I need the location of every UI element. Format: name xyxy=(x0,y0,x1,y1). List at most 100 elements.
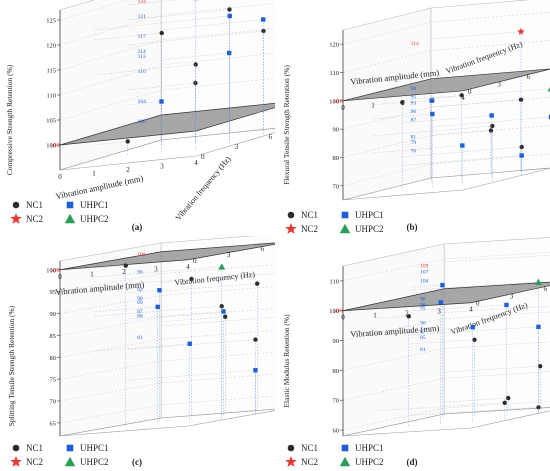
marker-uhpc1 xyxy=(504,302,509,308)
legend-uhpc1-label: UHPC1 xyxy=(80,200,109,210)
guide-line xyxy=(376,316,409,319)
point-value-label: 124 xyxy=(138,0,147,5)
marker-nc1 xyxy=(472,337,477,342)
point-value-label: 98 xyxy=(411,86,417,92)
plane-label: 100 xyxy=(50,267,60,274)
point-value-label: 121 xyxy=(138,14,147,20)
marker-nc1 xyxy=(261,28,266,34)
marker-uhpc1 xyxy=(470,325,475,330)
side-wall xyxy=(59,242,162,437)
guide-line xyxy=(430,116,550,128)
marker-nc1 xyxy=(189,276,194,282)
y-tick-label: 0 xyxy=(201,153,205,161)
legend-uhpc2-marker xyxy=(339,456,351,467)
marker-nc1 xyxy=(193,62,198,67)
z-gridline xyxy=(59,395,275,424)
z-tick-label: 70 xyxy=(50,399,57,406)
guide-line xyxy=(127,370,256,381)
z-tick-label: 120 xyxy=(46,43,56,50)
marker-nc2 xyxy=(517,27,525,35)
guide-line xyxy=(410,284,443,288)
guide-line xyxy=(376,402,505,411)
panel-label: (d) xyxy=(407,457,418,467)
x-tick-label: 1 xyxy=(92,170,96,178)
guide-line xyxy=(161,19,264,31)
legend: NC1 UHPC1 NC2 UHPC2 xyxy=(285,443,384,467)
z-tick-label: 90 xyxy=(333,338,340,345)
marker-uhpc1 xyxy=(489,113,494,118)
z-tick-label: 110 xyxy=(46,93,56,100)
z-tick-label: 105 xyxy=(46,118,56,125)
z-tick-label: 65 xyxy=(50,420,57,427)
z-gridline xyxy=(59,3,275,46)
guide-line xyxy=(127,101,162,106)
x-tick-label: 0 xyxy=(341,314,345,322)
marker-nc1 xyxy=(459,93,464,98)
marker-uhpc1 xyxy=(253,368,258,373)
x-tick-label: 1 xyxy=(371,101,375,109)
y-tick-label: 0 xyxy=(468,88,472,96)
marker-nc1 xyxy=(506,395,511,401)
y-tick-label: 3 xyxy=(510,292,514,300)
x-tick-label: 4 xyxy=(469,306,473,314)
z-tick-label: 100 xyxy=(329,308,339,315)
point-value-label: 107 xyxy=(420,270,429,276)
guide-line xyxy=(376,327,473,334)
legend-nc1-marker xyxy=(287,444,295,452)
marker-uhpc1 xyxy=(536,324,541,330)
marker-uhpc1 xyxy=(438,300,443,305)
legend-nc2-label: NC2 xyxy=(301,457,318,467)
z-tick-label: 100 xyxy=(46,267,56,274)
marker-nc1 xyxy=(400,100,405,105)
x-tick-label: 0 xyxy=(58,273,62,281)
guide-line xyxy=(401,115,492,124)
z-tick-label: 95 xyxy=(50,289,57,296)
marker-uhpc1 xyxy=(159,99,164,104)
marker-nc1 xyxy=(255,281,260,286)
z-axis-label: Flexural Tensile Strength Retention (%) xyxy=(282,65,291,185)
point-value-label: 87 xyxy=(420,329,426,335)
y-tick-label: 6 xyxy=(268,133,272,141)
legend-nc2-marker xyxy=(285,223,297,234)
point-value-label: 81 xyxy=(420,347,426,353)
marker-uhpc2 xyxy=(218,263,226,270)
marker-uhpc1 xyxy=(440,282,445,288)
point-value-label: 93 xyxy=(411,100,417,106)
x-tick-label: 3 xyxy=(437,308,441,316)
marker-uhpc1 xyxy=(548,114,550,120)
point-value-label: 87 xyxy=(411,117,417,123)
point-value-label: 81 xyxy=(411,134,417,140)
point-value-label: 114 xyxy=(411,41,419,47)
x-tick-label: 2 xyxy=(122,268,126,276)
side-wall xyxy=(342,7,432,201)
point-value-label: 87 xyxy=(137,309,143,315)
z-tick-label: 100 xyxy=(46,143,56,150)
legend: NC1 UHPC1 NC2 UHPC2 xyxy=(285,210,384,234)
guide-line xyxy=(372,125,493,137)
legend-nc1-label: NC1 xyxy=(26,443,43,453)
marker-uhpc2 xyxy=(547,86,550,92)
point-value-label: 90 xyxy=(137,296,143,302)
legend-nc1-label: NC1 xyxy=(26,200,43,210)
y-tick-label: 3 xyxy=(497,81,501,89)
z-gridline xyxy=(59,351,275,380)
point-value-label: 92 xyxy=(137,287,143,293)
panel-label: (c) xyxy=(132,457,142,467)
x-tick-label: 0 xyxy=(58,173,62,181)
z-gridline xyxy=(59,373,275,402)
marker-nc1 xyxy=(253,337,258,342)
point-value-label: 98 xyxy=(420,296,426,302)
legend-nc2-label: NC2 xyxy=(301,224,318,234)
guide-line xyxy=(401,100,432,104)
z-tick-label: 90 xyxy=(50,311,57,318)
z-tick-label: 80 xyxy=(333,155,340,162)
legend-nc1-marker xyxy=(287,211,295,219)
y-tick-label: 3 xyxy=(227,251,231,259)
z-gridline xyxy=(342,252,550,282)
panel-label: (b) xyxy=(407,222,418,232)
plane-label: 100 xyxy=(333,98,343,105)
